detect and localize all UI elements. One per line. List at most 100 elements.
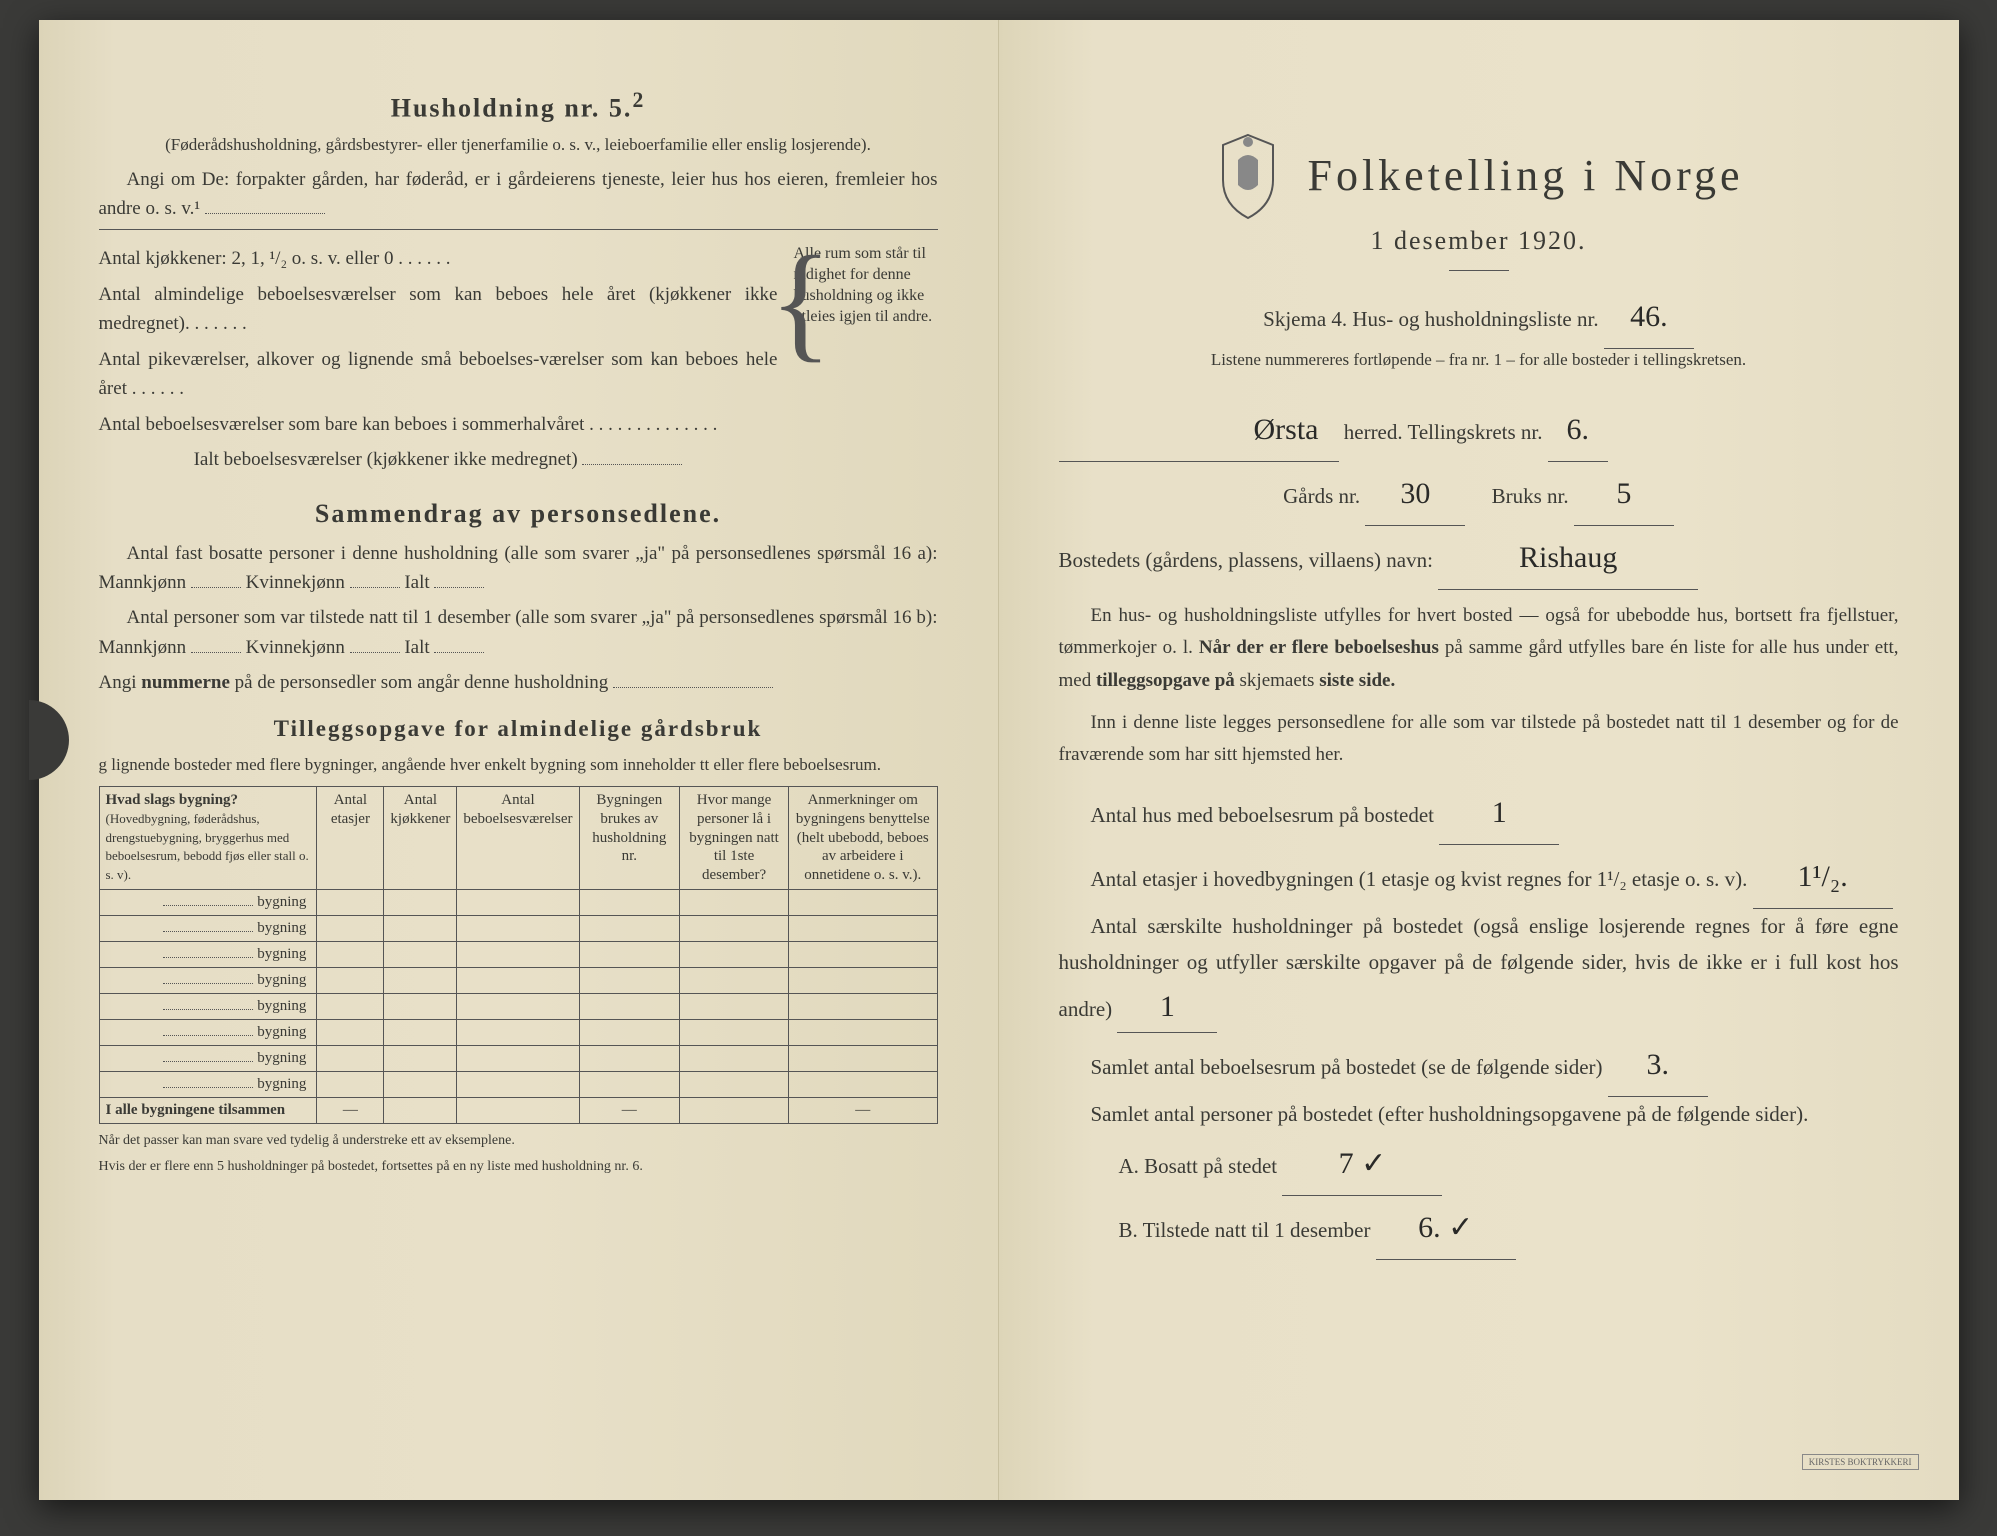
qA-line: A. Bosatt på stedet 7 ✓ <box>1059 1132 1899 1196</box>
sam-l2c: Ialt <box>404 637 429 658</box>
kj-l3: Antal pikeværelser, alkover og lignende … <box>99 345 778 404</box>
row-lbl: bygning <box>257 920 306 936</box>
section-sammendrag: Sammendrag av personsedlene. <box>99 499 938 529</box>
torn-edge <box>29 700 69 780</box>
kj-l2: Antal almindelige beboelsesværelser som … <box>99 280 778 339</box>
sam-l2: Antal personer som var tilstede natt til… <box>99 603 938 662</box>
q5-line: Samlet antal personer på bostedet (efter… <box>1059 1097 1899 1133</box>
krets-value: 6. <box>1548 398 1608 462</box>
th6: Hvor mange personer lå i bygningen natt … <box>680 787 789 890</box>
th1-sub: (Hovedbygning, føderådshus, drengstuebyg… <box>106 811 309 882</box>
printer-stamp: KIRSTES BOKTRYKKERI <box>1802 1454 1919 1470</box>
kj-l4: Antal beboelsesværelser som bare kan beb… <box>99 410 778 439</box>
skjema-note: Listene nummereres fortløpende – fra nr.… <box>1059 349 1899 372</box>
row-lbl: bygning <box>257 972 306 988</box>
til-note: g lignende bosteder med flere bygninger,… <box>99 752 938 778</box>
bruk-label: Bruks nr. <box>1492 484 1569 508</box>
bruk-value: 5 <box>1574 462 1674 526</box>
sam-l1: Antal fast bosatte personer i denne hush… <box>99 539 938 598</box>
document-spread: Husholdning nr. 5.2 (Føderådshusholdning… <box>39 20 1959 1500</box>
kj-sum: Ialt beboelsesværelser (kjøkkener ikke m… <box>99 445 778 474</box>
p2-text: Inn i denne liste legges personsedlene f… <box>1059 707 1899 772</box>
gard-label: Gårds nr. <box>1283 484 1360 508</box>
instructions-p2: Inn i denne liste legges personsedlene f… <box>1059 707 1899 772</box>
gard-value: 30 <box>1365 462 1465 526</box>
th5: Bygningen brukes av husholdning nr. <box>579 787 680 890</box>
kitchen-lines: Antal kjøkkener: 2, 1, ¹/₂ o. s. v. elle… <box>99 244 778 480</box>
left-page: Husholdning nr. 5.2 (Føderådshusholdning… <box>39 20 999 1500</box>
coat-of-arms-icon <box>1213 130 1283 220</box>
total-lbl: I alle bygningene tilsammen <box>106 1102 286 1118</box>
p1-bold2: tilleggsopgave på <box>1096 670 1235 691</box>
h5-l1-text: Angi om De: forpakter gården, har føderå… <box>99 169 938 219</box>
qA-value: 7 ✓ <box>1282 1132 1442 1196</box>
q1-line: Antal hus med beboelsesrum på bostedet 1 <box>1059 781 1899 845</box>
section-tillegg: Tilleggsopgave for almindelige gårdsbruk <box>99 716 938 742</box>
herred-label: herred. Tellingskrets nr. <box>1344 420 1543 444</box>
qB-value: 6. ✓ <box>1376 1196 1516 1260</box>
p1-bold1: Når der er flere beboelseshus <box>1199 637 1439 658</box>
sub-title: 1 desember 1920. <box>1059 226 1899 256</box>
qB-label: B. Tilstede natt til 1 desember <box>1119 1218 1371 1242</box>
title-block: Folketelling i Norge 1 desember 1920. <box>1059 130 1899 271</box>
table-body: bygning bygning bygning bygning bygning … <box>99 889 937 1123</box>
table-row: bygning <box>99 1071 937 1097</box>
building-table: Hvad slags bygning? (Hovedbygning, føder… <box>99 786 938 1124</box>
q2-label: Antal etasjer i hovedbygningen (1 etasje… <box>1091 867 1748 891</box>
row-lbl: bygning <box>257 1024 306 1040</box>
row-lbl: bygning <box>257 1076 306 1092</box>
th2: Antal etasjer <box>317 787 384 890</box>
q4-line: Samlet antal beboelsesrum på bostedet (s… <box>1059 1033 1899 1097</box>
table-row: bygning <box>99 915 937 941</box>
table-row: bygning <box>99 889 937 915</box>
table-row: bygning <box>99 967 937 993</box>
kitchen-block: Antal kjøkkener: 2, 1, ¹/₂ o. s. v. elle… <box>99 244 938 480</box>
q4-label: Samlet antal beboelsesrum på bostedet (s… <box>1091 1055 1603 1079</box>
title-rule <box>1449 270 1509 271</box>
h5-title: Husholdning nr. 5. <box>391 94 633 123</box>
sam-l1b: Kvinnekjønn <box>246 572 345 593</box>
table-row: bygning <box>99 1045 937 1071</box>
th4: Antal beboelsesværelser <box>457 787 579 890</box>
table-row: bygning <box>99 1019 937 1045</box>
q2-line: Antal etasjer i hovedbygningen (1 etasje… <box>1059 845 1899 909</box>
right-page: Folketelling i Norge 1 desember 1920. Sk… <box>999 20 1959 1500</box>
brace-glyph: { <box>770 244 832 361</box>
sam-l2a: Antal personer som var tilstede natt til… <box>99 607 938 657</box>
skjema-label: Skjema 4. Hus- og husholdningsliste nr. <box>1263 307 1598 331</box>
h5-line1: Angi om De: forpakter gården, har føderå… <box>99 165 938 224</box>
row-lbl: bygning <box>257 946 306 962</box>
q1-label: Antal hus med beboelsesrum på bostedet <box>1091 803 1435 827</box>
row-lbl: bygning <box>257 894 306 910</box>
blank <box>191 652 241 653</box>
q1-value: 1 <box>1439 781 1559 845</box>
h5-note: (Føderådshusholdning, gårdsbestyrer- ell… <box>99 134 938 157</box>
section-husholdning-5: Husholdning nr. 5.2 <box>99 88 938 124</box>
gard-line: Gårds nr. 30 Bruks nr. 5 <box>1059 462 1899 526</box>
table-total-row: I alle bygningene tilsammen——— <box>99 1097 937 1123</box>
blank <box>434 652 484 653</box>
table-row: bygning <box>99 993 937 1019</box>
q3-value: 1 <box>1117 981 1217 1033</box>
p1-bold3: siste side. <box>1319 670 1395 691</box>
footnote-2: Hvis der er flere enn 5 husholdninger på… <box>99 1158 938 1176</box>
footnote-1: Når det passer kan man svare ved tydelig… <box>99 1132 938 1150</box>
th7: Anmerkninger om bygningens benyttelse (h… <box>789 787 937 890</box>
blank <box>582 464 682 465</box>
th1: Hvad slags bygning? (Hovedbygning, føder… <box>99 787 317 890</box>
main-title: Folketelling i Norge <box>1307 150 1743 201</box>
h5-sup: 2 <box>632 88 645 112</box>
q2-value: 1¹/₂. <box>1753 845 1893 909</box>
q4-value: 3. <box>1608 1033 1708 1097</box>
q5-label: Samlet antal personer på bostedet (efter… <box>1091 1102 1809 1126</box>
skjema-value: 46. <box>1604 285 1694 349</box>
table-head: Hvad slags bygning? (Hovedbygning, føder… <box>99 787 937 890</box>
row-lbl: bygning <box>257 1050 306 1066</box>
herred-value: Ørsta <box>1059 398 1339 462</box>
q3-line: Antal særskilte husholdninger på bostede… <box>1059 909 1899 1032</box>
th3: Antal kjøkkener <box>384 787 457 890</box>
blank <box>191 587 241 588</box>
blank <box>350 587 400 588</box>
table-row: bygning <box>99 941 937 967</box>
instructions-p1: En hus- og husholdningsliste utfylles fo… <box>1059 600 1899 697</box>
